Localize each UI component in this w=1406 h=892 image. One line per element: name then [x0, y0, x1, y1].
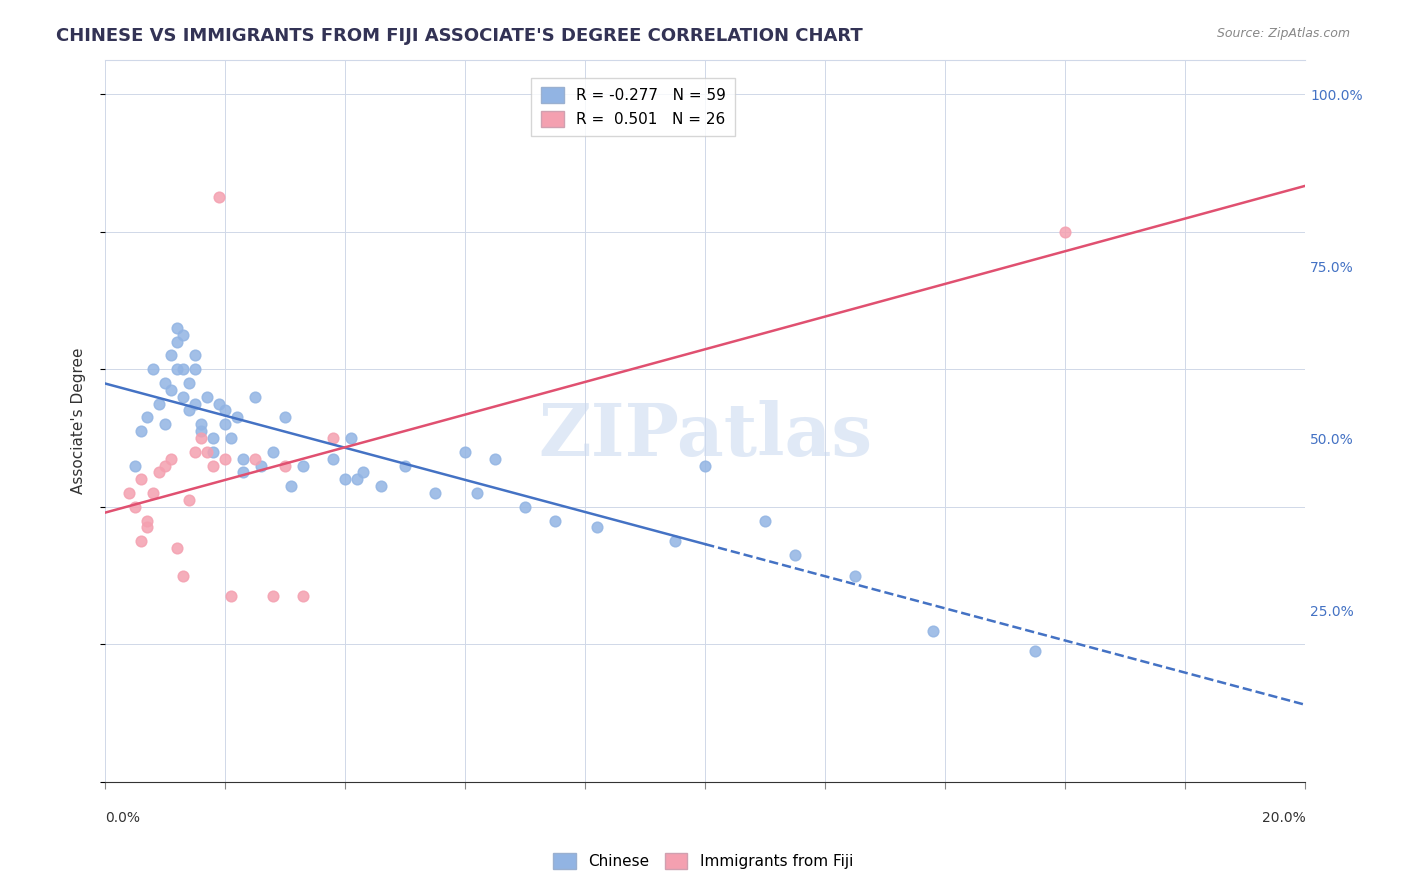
- Point: [153, 417, 176, 432]
- Point: [190, 424, 212, 438]
- Point: [219, 589, 242, 603]
- Point: [202, 431, 225, 445]
- Point: [177, 403, 200, 417]
- Point: [202, 444, 225, 458]
- Point: [136, 514, 159, 528]
- Point: [184, 444, 207, 458]
- Point: [136, 520, 159, 534]
- Point: [243, 390, 266, 404]
- Point: [513, 500, 536, 514]
- Point: [280, 479, 302, 493]
- Point: [184, 362, 207, 376]
- Point: [177, 376, 200, 390]
- Point: [172, 390, 194, 404]
- Point: [664, 534, 686, 549]
- Point: [118, 486, 141, 500]
- Point: [352, 466, 374, 480]
- Point: [142, 362, 165, 376]
- Point: [754, 514, 776, 528]
- Point: [219, 431, 242, 445]
- Point: [250, 458, 273, 473]
- Point: [226, 410, 249, 425]
- Point: [184, 396, 207, 410]
- Text: 20.0%: 20.0%: [1261, 811, 1305, 825]
- Point: [129, 472, 152, 486]
- Point: [1054, 225, 1077, 239]
- Point: [166, 362, 188, 376]
- Point: [340, 431, 363, 445]
- Y-axis label: Associate's Degree: Associate's Degree: [72, 348, 86, 494]
- Point: [148, 466, 170, 480]
- Point: [586, 520, 609, 534]
- Point: [214, 403, 236, 417]
- Point: [922, 624, 945, 638]
- Text: Source: ZipAtlas.com: Source: ZipAtlas.com: [1216, 27, 1350, 40]
- Point: [148, 396, 170, 410]
- Text: 0.0%: 0.0%: [105, 811, 141, 825]
- Point: [243, 451, 266, 466]
- Point: [166, 334, 188, 349]
- Point: [274, 410, 297, 425]
- Point: [484, 451, 506, 466]
- Point: [695, 458, 717, 473]
- Text: CHINESE VS IMMIGRANTS FROM FIJI ASSOCIATE'S DEGREE CORRELATION CHART: CHINESE VS IMMIGRANTS FROM FIJI ASSOCIAT…: [56, 27, 863, 45]
- Point: [232, 451, 254, 466]
- Point: [153, 458, 176, 473]
- Legend: R = -0.277   N = 59, R =  0.501   N = 26: R = -0.277 N = 59, R = 0.501 N = 26: [531, 78, 735, 136]
- Point: [124, 500, 146, 514]
- Point: [1024, 644, 1046, 658]
- Point: [214, 451, 236, 466]
- Point: [166, 321, 188, 335]
- Point: [394, 458, 416, 473]
- Point: [292, 458, 315, 473]
- Point: [844, 568, 866, 582]
- Point: [124, 458, 146, 473]
- Point: [544, 514, 567, 528]
- Point: [160, 383, 183, 397]
- Point: [333, 472, 356, 486]
- Point: [195, 390, 218, 404]
- Point: [370, 479, 392, 493]
- Point: [129, 424, 152, 438]
- Point: [172, 327, 194, 342]
- Point: [785, 548, 807, 562]
- Point: [214, 417, 236, 432]
- Text: ZIPatlas: ZIPatlas: [538, 400, 872, 471]
- Point: [202, 458, 225, 473]
- Legend: Chinese, Immigrants from Fiji: Chinese, Immigrants from Fiji: [547, 847, 859, 875]
- Point: [195, 444, 218, 458]
- Point: [177, 492, 200, 507]
- Point: [142, 486, 165, 500]
- Point: [262, 444, 284, 458]
- Point: [190, 431, 212, 445]
- Point: [160, 451, 183, 466]
- Point: [262, 589, 284, 603]
- Point: [322, 451, 344, 466]
- Point: [172, 568, 194, 582]
- Point: [160, 348, 183, 362]
- Point: [172, 362, 194, 376]
- Point: [153, 376, 176, 390]
- Point: [166, 541, 188, 555]
- Point: [346, 472, 368, 486]
- Point: [292, 589, 315, 603]
- Point: [232, 466, 254, 480]
- Point: [274, 458, 297, 473]
- Point: [208, 190, 231, 204]
- Point: [465, 486, 488, 500]
- Point: [184, 348, 207, 362]
- Point: [423, 486, 446, 500]
- Point: [322, 431, 344, 445]
- Point: [208, 396, 231, 410]
- Point: [190, 417, 212, 432]
- Point: [129, 534, 152, 549]
- Point: [136, 410, 159, 425]
- Point: [454, 444, 477, 458]
